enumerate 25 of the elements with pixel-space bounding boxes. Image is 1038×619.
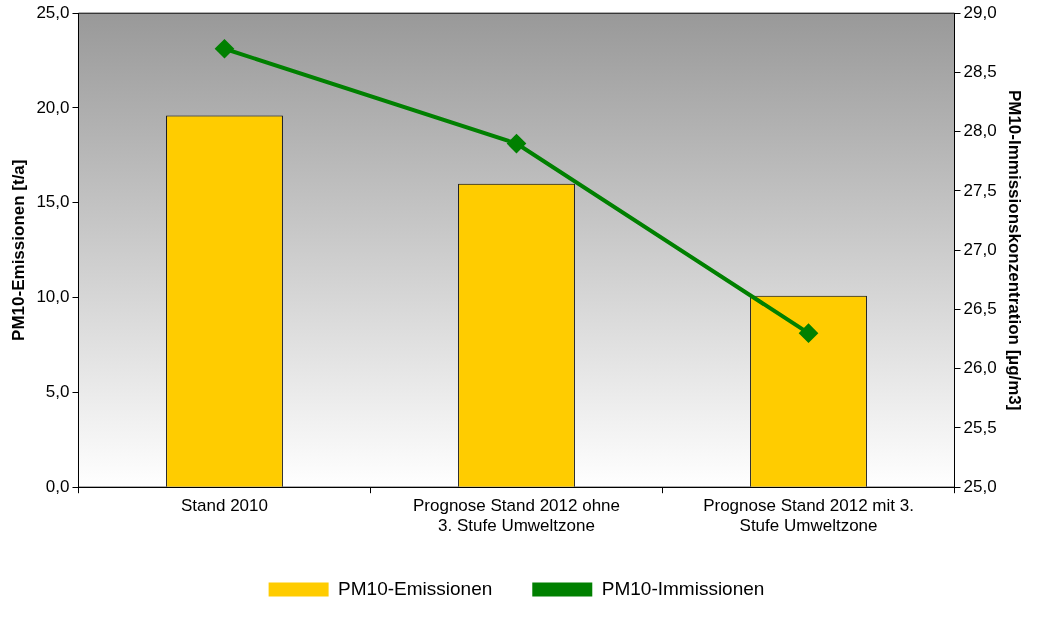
y2-axis-title: PM10-Immissionskonzentration [µg/m3] — [1005, 89, 1025, 411]
y-tick-label: 20,0 — [36, 97, 70, 117]
point — [799, 324, 818, 343]
y2-tick-label: 28,0 — [963, 121, 997, 141]
y2-tick-label: 27,5 — [963, 180, 997, 200]
legend-label: PM10-Emissionen — [338, 577, 493, 599]
y-tick-label: 10,0 — [36, 287, 70, 307]
y2-tick-label: 26,0 — [963, 358, 997, 378]
y-tick-label: 25,0 — [36, 2, 70, 22]
y-tick-label: 0,0 — [45, 476, 70, 496]
y-tick-label: 15,0 — [36, 192, 70, 212]
x-tick-label: Prognose Stand 2012 mit 3. Stufe Umweltzone — [703, 496, 914, 536]
y2-tick-label: 25,5 — [963, 417, 997, 437]
x-tick-label: Stand 2010 — [181, 496, 268, 516]
y2-tick-label: 25,0 — [963, 476, 997, 496]
y-tick-label: 5,0 — [45, 382, 70, 402]
y2-tick-label: 27,0 — [963, 239, 997, 259]
y-axis-title: PM10-Emissionen [t/a] — [8, 159, 28, 341]
y2-tick-label: 28,5 — [963, 62, 997, 82]
point — [215, 39, 234, 58]
x-tick-label: Prognose Stand 2012 ohne 3. Stufe Umweltzone — [412, 496, 621, 536]
point — [507, 134, 526, 153]
y2-tick-label: 26,5 — [963, 299, 997, 319]
legend-label: PM10-Immissionen — [601, 577, 765, 599]
y2-tick-label: 29,0 — [963, 2, 997, 22]
